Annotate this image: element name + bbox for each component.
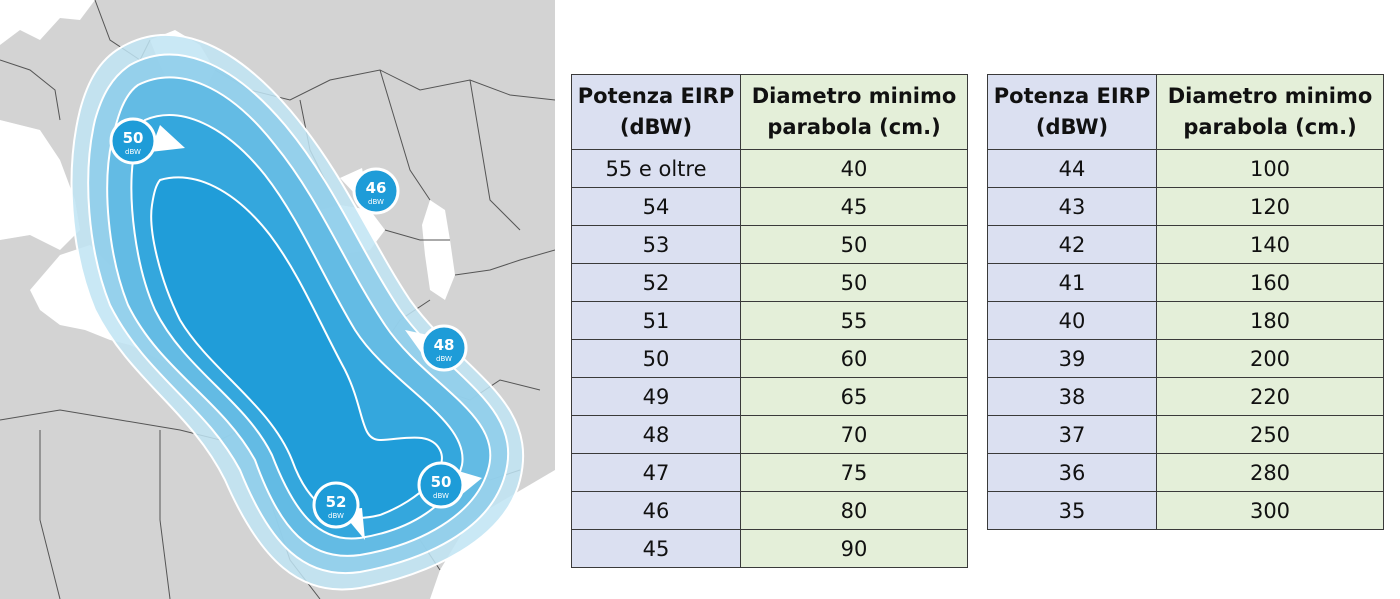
cell-diameter: 75 bbox=[740, 453, 968, 492]
cell-diameter: 60 bbox=[740, 339, 968, 378]
badge-value: 52 bbox=[326, 493, 347, 511]
header-eirp: Potenza EIRP (dBW) bbox=[571, 74, 741, 150]
table-row: 43 120 bbox=[987, 187, 1384, 226]
table-row: 47 75 bbox=[571, 453, 968, 492]
header-diameter: Diametro minimo parabola (cm.) bbox=[740, 74, 968, 150]
cell-eirp: 41 bbox=[987, 263, 1157, 302]
table-row: 54 45 bbox=[571, 187, 968, 226]
cell-eirp: 48 bbox=[571, 415, 741, 454]
cell-diameter: 40 bbox=[740, 149, 968, 188]
cell-diameter: 250 bbox=[1156, 415, 1384, 454]
table-header-row: Potenza EIRP (dBW) Diametro minimo parabol… bbox=[571, 74, 968, 150]
eirp-badge: 46 dBW bbox=[340, 167, 400, 215]
cell-eirp: 49 bbox=[571, 377, 741, 416]
table-row: 42 140 bbox=[987, 225, 1384, 264]
cell-eirp: 51 bbox=[571, 301, 741, 340]
table-row: 38 220 bbox=[987, 377, 1384, 416]
badge-unit: dBW bbox=[436, 355, 452, 363]
cell-eirp: 39 bbox=[987, 339, 1157, 378]
cell-eirp: 46 bbox=[571, 491, 741, 530]
cell-eirp: 53 bbox=[571, 225, 741, 264]
table-row: 55 e oltre 40 bbox=[571, 149, 968, 188]
cell-diameter: 220 bbox=[1156, 377, 1384, 416]
eirp-badge: 52 dBW bbox=[312, 481, 365, 540]
cell-eirp: 55 e oltre bbox=[571, 149, 741, 188]
cell-eirp: 42 bbox=[987, 225, 1157, 264]
table-row: 49 65 bbox=[571, 377, 968, 416]
badge-value: 48 bbox=[434, 336, 455, 354]
eirp-badge: 50 dBW bbox=[417, 461, 482, 509]
eirp-table-left: Potenza EIRP (dBW) Diametro minimo parabol… bbox=[571, 74, 968, 568]
cell-eirp: 54 bbox=[571, 187, 741, 226]
table-row: 45 90 bbox=[571, 529, 968, 568]
cell-diameter: 65 bbox=[740, 377, 968, 416]
table-row: 44 100 bbox=[987, 149, 1384, 188]
table-row: 50 60 bbox=[571, 339, 968, 378]
table-row: 35 300 bbox=[987, 491, 1384, 530]
cell-diameter: 140 bbox=[1156, 225, 1384, 264]
cell-diameter: 50 bbox=[740, 225, 968, 264]
cell-eirp: 45 bbox=[571, 529, 741, 568]
cell-eirp: 52 bbox=[571, 263, 741, 302]
badge-value: 50 bbox=[431, 473, 452, 491]
cell-diameter: 50 bbox=[740, 263, 968, 302]
cell-eirp: 37 bbox=[987, 415, 1157, 454]
cell-diameter: 180 bbox=[1156, 301, 1384, 340]
eirp-table-right: Potenza EIRP (dBW) Diametro minimo parabol… bbox=[987, 74, 1384, 530]
badge-unit: dBW bbox=[125, 148, 141, 156]
cell-diameter: 200 bbox=[1156, 339, 1384, 378]
cell-diameter: 120 bbox=[1156, 187, 1384, 226]
cell-diameter: 55 bbox=[740, 301, 968, 340]
badge-unit: dBW bbox=[328, 512, 344, 520]
header-diameter: Diametro minimo parabola (cm.) bbox=[1156, 74, 1384, 150]
cell-eirp: 36 bbox=[987, 453, 1157, 492]
sea-caspian bbox=[422, 200, 455, 300]
table-body: 44 100 43 120 42 140 41 160 40 180 39 200 38 220 37 250… bbox=[987, 149, 1384, 530]
table-header-row: Potenza EIRP (dBW) Diametro minimo parabol… bbox=[987, 74, 1384, 150]
cell-eirp: 43 bbox=[987, 187, 1157, 226]
beam-contours bbox=[70, 34, 525, 591]
cell-eirp: 38 bbox=[987, 377, 1157, 416]
cell-diameter: 300 bbox=[1156, 491, 1384, 530]
eirp-badge: 48 dBW bbox=[405, 324, 468, 372]
table-row: 36 280 bbox=[987, 453, 1384, 492]
cell-diameter: 45 bbox=[740, 187, 968, 226]
header-eirp: Potenza EIRP (dBW) bbox=[987, 74, 1157, 150]
table-row: 53 50 bbox=[571, 225, 968, 264]
coverage-map: 50 dBW 46 dBW 48 dBW 52 dBW 50 dBW bbox=[0, 0, 555, 599]
cell-eirp: 44 bbox=[987, 149, 1157, 188]
cell-diameter: 90 bbox=[740, 529, 968, 568]
eirp-badge: 50 dBW bbox=[109, 117, 185, 165]
cell-diameter: 280 bbox=[1156, 453, 1384, 492]
cell-diameter: 100 bbox=[1156, 149, 1384, 188]
cell-diameter: 160 bbox=[1156, 263, 1384, 302]
table-row: 39 200 bbox=[987, 339, 1384, 378]
badge-unit: dBW bbox=[433, 492, 449, 500]
badge-unit: dBW bbox=[368, 198, 384, 206]
table-row: 48 70 bbox=[571, 415, 968, 454]
table-row: 37 250 bbox=[987, 415, 1384, 454]
badge-value: 50 bbox=[123, 129, 144, 147]
table-row: 40 180 bbox=[987, 301, 1384, 340]
sea-atlantic bbox=[0, 0, 95, 250]
cell-eirp: 35 bbox=[987, 491, 1157, 530]
table-body: 55 e oltre 40 54 45 53 50 52 50 51 55 50 60 49 65 48 70… bbox=[571, 149, 968, 568]
table-row: 52 50 bbox=[571, 263, 968, 302]
cell-eirp: 50 bbox=[571, 339, 741, 378]
table-row: 51 55 bbox=[571, 301, 968, 340]
cell-diameter: 70 bbox=[740, 415, 968, 454]
cell-diameter: 80 bbox=[740, 491, 968, 530]
table-row: 41 160 bbox=[987, 263, 1384, 302]
cell-eirp: 47 bbox=[571, 453, 741, 492]
badge-value: 46 bbox=[366, 179, 387, 197]
cell-eirp: 40 bbox=[987, 301, 1157, 340]
sea-arabian bbox=[430, 470, 555, 599]
table-row: 46 80 bbox=[571, 491, 968, 530]
